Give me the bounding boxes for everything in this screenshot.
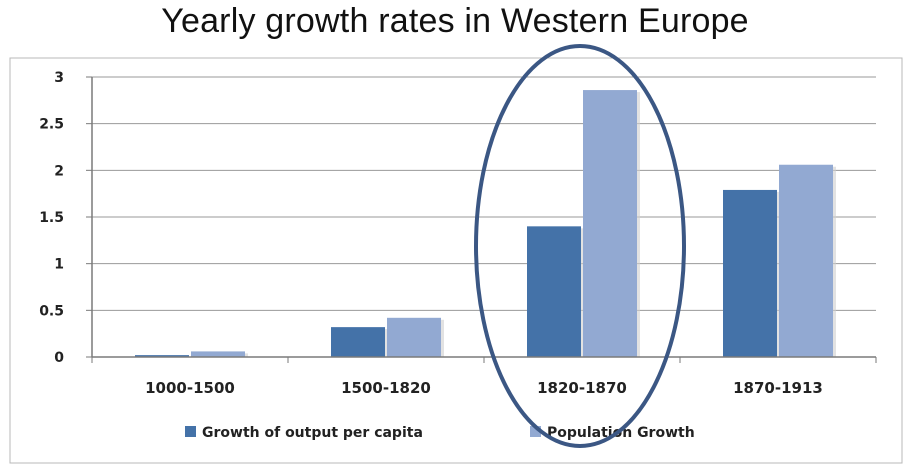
y-tick-label: 0 bbox=[54, 350, 64, 366]
y-tick-label: 1.5 bbox=[39, 210, 64, 226]
bar-output-per-capita-1500-1820 bbox=[331, 327, 385, 357]
bar-population-growth-1820-1870 bbox=[583, 90, 637, 358]
chart-title: Yearly growth rates in Western Europe bbox=[161, 2, 749, 40]
bars bbox=[135, 90, 836, 358]
y-tick-label: 2 bbox=[54, 163, 64, 179]
legend-swatch bbox=[530, 426, 541, 437]
y-tick-label: 1 bbox=[54, 257, 64, 273]
bar-output-per-capita-1870-1913 bbox=[723, 189, 777, 357]
y-tick-label: 2.5 bbox=[39, 117, 64, 133]
y-tick-label: 3 bbox=[54, 70, 64, 86]
bar-output-per-capita-1820-1870 bbox=[527, 226, 581, 357]
bar-population-growth-1870-1913 bbox=[779, 164, 833, 357]
bar-output-per-capita-1000-1500 bbox=[135, 355, 189, 357]
bar-population-growth-1500-1820 bbox=[387, 317, 441, 357]
y-tick-label: 0.5 bbox=[39, 303, 64, 319]
x-category-label: 1500-1820 bbox=[341, 379, 431, 397]
legend-label: Population Growth bbox=[547, 425, 695, 441]
y-axis-ticks: 0 0.5 1 1.5 2 2.5 3 bbox=[39, 70, 92, 366]
legend: Growth of output per capita Population Gr… bbox=[185, 425, 695, 441]
bar-population-growth-1000-1500 bbox=[191, 351, 245, 357]
x-axis-labels: 1000-1500 1500-1820 1820-1870 1870-1913 bbox=[91, 357, 877, 397]
x-category-label: 1870-1913 bbox=[733, 379, 823, 397]
legend-label: Growth of output per capita bbox=[202, 425, 423, 441]
legend-swatch bbox=[185, 426, 196, 437]
highlight-ellipse bbox=[474, 44, 686, 448]
x-category-label: 1820-1870 bbox=[537, 379, 627, 397]
x-category-label: 1000-1500 bbox=[145, 379, 235, 397]
